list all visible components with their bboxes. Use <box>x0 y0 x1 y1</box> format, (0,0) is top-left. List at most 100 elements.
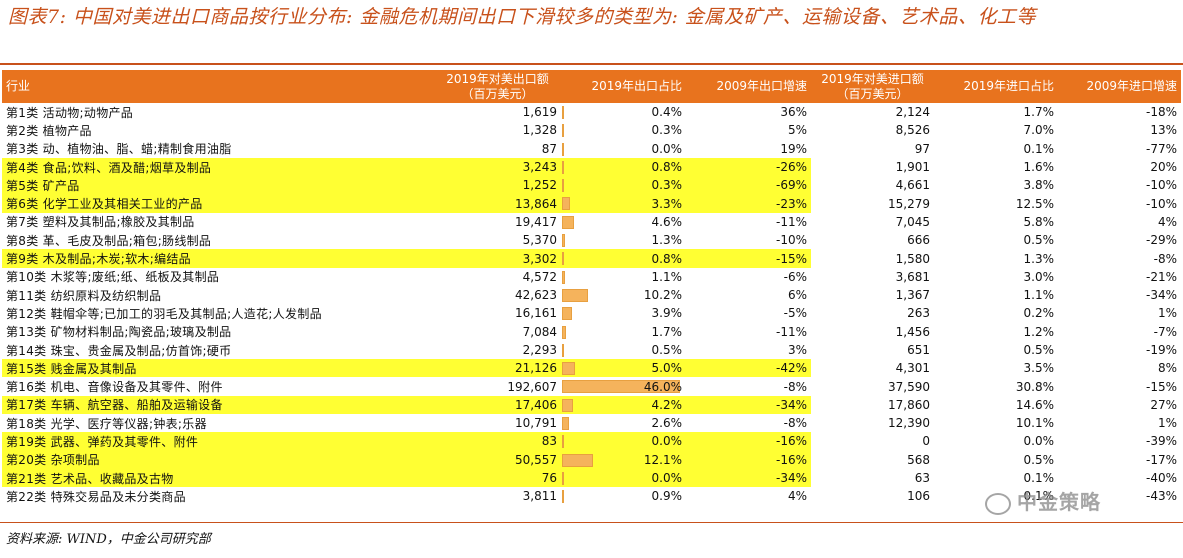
export-share-text: 0.9% <box>651 489 683 504</box>
import-share-cell: 0.1% <box>1023 141 1055 156</box>
export-share-bar <box>562 362 575 376</box>
header-export-value: 2019年对美出口额（百万美元） <box>434 70 561 103</box>
import-value-cell: 17,860 <box>888 397 930 412</box>
export-growth-cell: 5% <box>787 123 807 138</box>
import-value-cell: 666 <box>907 233 930 248</box>
import-share-cell: 3.8% <box>1023 178 1055 193</box>
export-share-text: 12.1% <box>643 452 682 467</box>
export-growth-cell: -5% <box>783 306 807 321</box>
export-share-cell: 12.1% <box>561 450 686 469</box>
import-growth-cell: -19% <box>1145 343 1177 357</box>
import-growth-cell: -18% <box>1145 105 1177 120</box>
import-value-cell: 2,124 <box>895 105 930 120</box>
import-share-cell: 1.7% <box>1023 105 1055 120</box>
table-row: 第22类 特殊交易品及未分类商品 3,811 0.9% 4% 106 0.1% -43% <box>2 487 1181 505</box>
export-share-bar <box>562 215 574 229</box>
export-growth-cell: 6% <box>787 288 807 303</box>
export-value-cell: 3,302 <box>434 249 561 268</box>
export-share-cell: 1.1% <box>561 268 686 286</box>
industry-cell: 第17类 车辆、航空器、船舶及运输设备 <box>2 395 434 415</box>
export-value-cell: 87 <box>541 141 557 156</box>
import-value-cell: 7,045 <box>895 214 930 229</box>
export-share-bar <box>562 417 569 431</box>
import-growth-cell: -10% <box>1145 178 1177 193</box>
industry-cell: 第4类 食品;饮料、酒及醋;烟草及制品 <box>2 157 434 177</box>
export-growth-cell: -23% <box>686 194 811 213</box>
import-value-cell: 263 <box>907 306 930 321</box>
import-share-cell: 3.5% <box>1023 361 1055 376</box>
header-import-value: 2019年对美进口额（百万美元） <box>811 70 934 103</box>
export-share-bar <box>562 435 564 449</box>
export-share-cell: 3.9% <box>561 304 686 322</box>
import-share-cell: 0.0% <box>1023 434 1055 449</box>
export-share-bar <box>562 325 567 339</box>
export-share-cell: 0.8% <box>561 249 686 268</box>
import-growth-cell: 13% <box>1150 123 1177 138</box>
industry-cell: 第19类 武器、弹药及其零件、附件 <box>2 432 434 451</box>
import-value-cell: 3,681 <box>895 269 930 284</box>
export-value-cell: 7,084 <box>522 324 557 339</box>
import-share-cell: 10.1% <box>1015 416 1054 431</box>
export-share-text: 0.5% <box>651 343 683 357</box>
import-share-cell: 1.3% <box>1023 251 1055 266</box>
import-growth-cell: -29% <box>1145 233 1177 248</box>
export-share-text: 1.7% <box>651 324 683 339</box>
export-share-cell: 0.8% <box>561 157 686 177</box>
table-row: 第8类 革、毛皮及制品;箱包;肠线制品 5,370 1.3% -10% 666 0.5% -… <box>2 231 1181 249</box>
export-share-cell: 0.3% <box>561 176 686 195</box>
table-row: 第3类 动、植物油、脂、蜡;精制食用油脂 87 0.0% 19% 97 0.1% -77% <box>2 140 1181 158</box>
import-growth-cell: 8% <box>1157 361 1177 376</box>
import-value-cell: 0 <box>922 434 930 449</box>
table-body: 第1类 活动物;动物产品 1,619 0.4% 36% 2,124 1.7% -18% 第2类… <box>2 103 1181 506</box>
export-value-cell: 21,126 <box>434 359 561 378</box>
table-row: 第12类 鞋帽伞等;已加工的羽毛及其制品;人造花;人发制品 16,161 3.9% -… <box>2 304 1181 322</box>
export-share-bar <box>562 288 589 302</box>
table-row: 第16类 机电、音像设备及其零件、附件 192,607 46.0% -8% 37,590… <box>2 377 1181 395</box>
import-value-cell: 106 <box>907 489 930 504</box>
import-share-cell: 5.8% <box>1023 214 1055 229</box>
import-growth-cell: 1% <box>1157 416 1177 431</box>
import-value-cell: 37,590 <box>888 379 930 394</box>
industry-cell: 第13类 矿物材料制品;陶瓷品;玻璃及制品 <box>6 325 232 340</box>
header-export-share: 2019年出口占比 <box>561 70 686 103</box>
export-value-cell: 5,370 <box>522 233 557 248</box>
export-growth-cell: 19% <box>780 141 807 156</box>
export-share-cell: 46.0% <box>561 377 686 395</box>
export-share-cell: 0.4% <box>561 103 686 121</box>
import-growth-cell: 1% <box>1157 306 1177 321</box>
import-value-cell: 1,901 <box>895 160 930 175</box>
export-growth-cell: -26% <box>686 157 811 177</box>
header-import-share: 2019年进口占比 <box>934 70 1058 103</box>
industry-cell: 第21类 艺术品、收藏品及古物 <box>2 468 434 488</box>
export-growth-cell: -11% <box>775 214 807 229</box>
table-row: 第10类 木浆等;废纸;纸、纸板及其制品 4,572 1.1% -6% 3,681 3.0… <box>2 268 1181 286</box>
export-share-bar <box>562 307 572 321</box>
export-share-text: 1.3% <box>651 233 683 248</box>
import-share-cell: 0.5% <box>1023 452 1055 467</box>
export-value-cell: 16,161 <box>515 306 557 321</box>
export-share-bar <box>562 252 565 266</box>
import-value-cell: 651 <box>907 343 930 357</box>
export-value-cell: 10,791 <box>515 416 557 431</box>
industry-cell: 第9类 木及制品;木炭;软木;编结品 <box>2 249 434 268</box>
import-growth-cell: -21% <box>1145 269 1177 284</box>
source-note: 资料来源: WIND，中金公司研究部 <box>6 532 211 547</box>
export-share-bar <box>562 471 564 485</box>
export-growth-cell: -34% <box>686 395 811 415</box>
industry-cell: 第3类 动、植物油、脂、蜡;精制食用油脂 <box>6 142 232 157</box>
export-growth-cell: -8% <box>783 379 807 394</box>
export-share-bar <box>562 160 565 174</box>
table-row: 第11类 纺织原料及纺织制品 42,623 10.2% 6% 1,367 1.1% -34% <box>2 286 1181 304</box>
export-value-cell: 76 <box>434 468 561 488</box>
export-value-cell: 1,252 <box>434 176 561 195</box>
import-value-cell: 568 <box>907 452 930 467</box>
export-share-bar <box>562 453 594 467</box>
import-growth-cell: -17% <box>1145 452 1177 467</box>
table-row: 第17类 车辆、航空器、船舶及运输设备 17,406 4.2% -34% 17,860 1… <box>2 395 1181 415</box>
header-industry: 行业 <box>2 70 434 103</box>
industry-cell: 第6类 化学工业及其相关工业的产品 <box>2 194 434 213</box>
export-growth-cell: 3% <box>787 343 807 357</box>
import-share-cell: 1.1% <box>1023 288 1055 303</box>
industry-cell: 第22类 特殊交易品及未分类商品 <box>6 489 186 504</box>
export-share-cell: 0.0% <box>561 468 686 488</box>
